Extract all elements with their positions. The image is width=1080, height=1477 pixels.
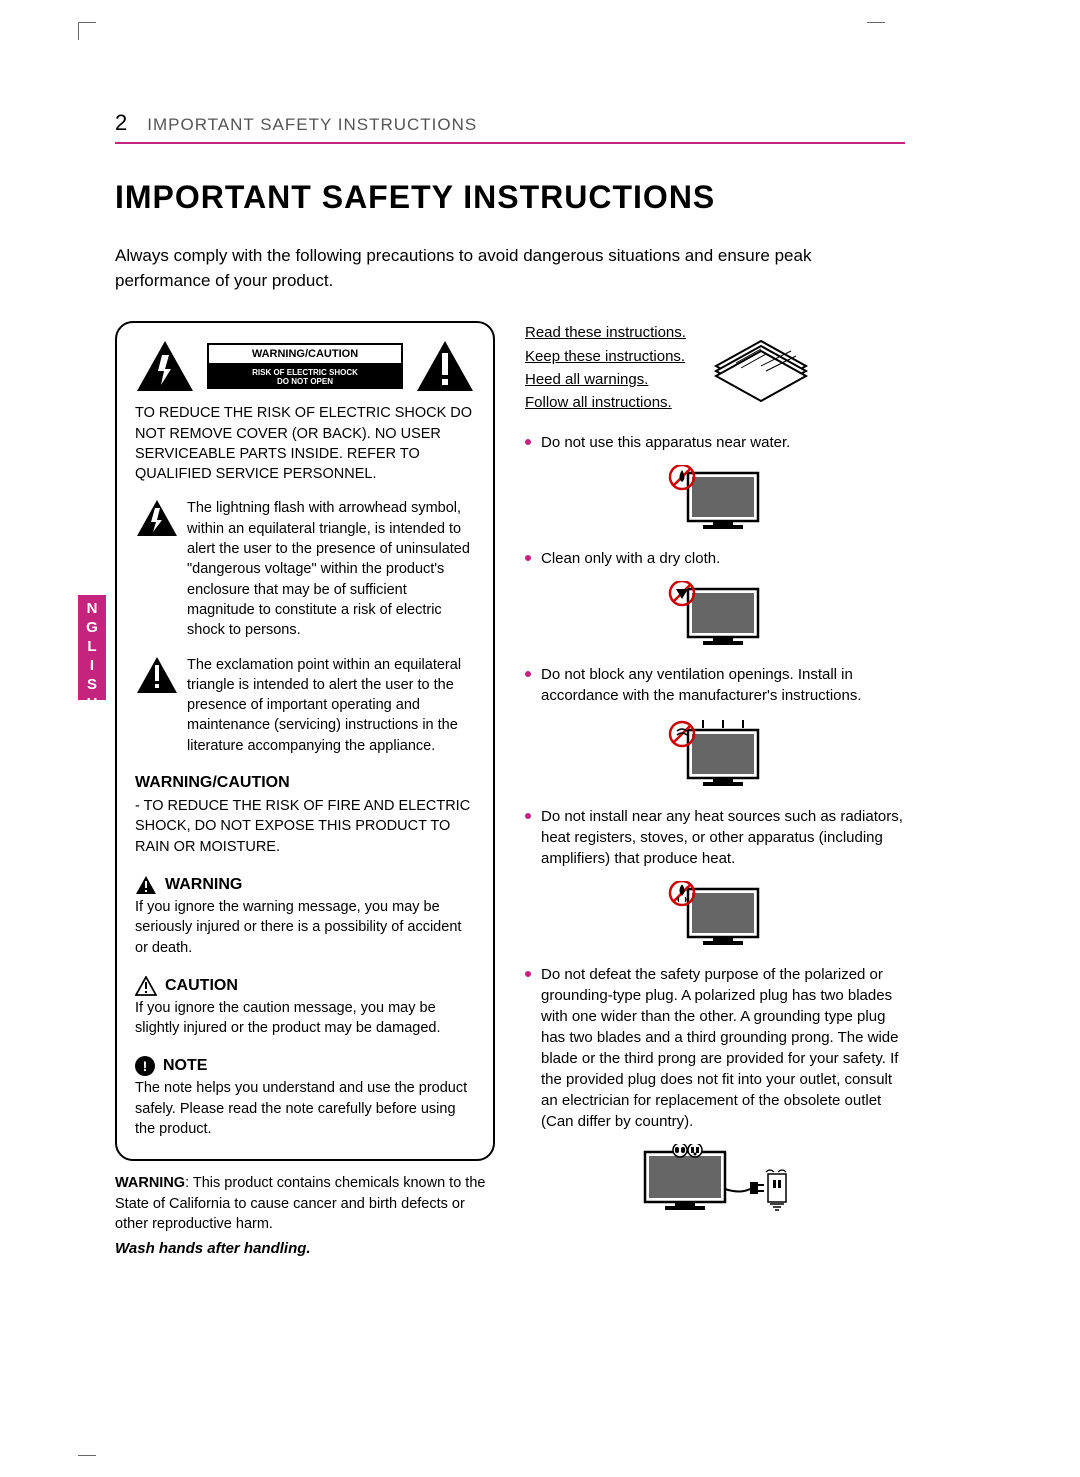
reduce-risk-text: TO REDUCE THE RISK OF ELECTRIC SHOCK DO … [135, 403, 475, 484]
right-column: Read these instructions. Keep these inst… [525, 321, 905, 1257]
bullet-item: Do not install near any heat sources suc… [525, 806, 905, 869]
bullet-text: Do not install near any heat sources suc… [541, 806, 905, 869]
caution-body: If you ignore the caution message, you m… [135, 998, 475, 1039]
lightning-triangle-small-icon [135, 498, 179, 538]
bullet-text: Do not block any ventilation openings. I… [541, 664, 905, 706]
page-content: 2 IMPORTANT SAFETY INSTRUCTIONS IMPORTAN… [115, 110, 905, 1257]
caution-outline-icon [135, 976, 157, 996]
note-body: The note helps you understand and use th… [135, 1078, 475, 1139]
crop-mark [867, 22, 885, 24]
lightning-explain-text: The lightning flash with arrowhead symbo… [187, 498, 475, 640]
exclaim-explain-text: The exclamation point within an equilate… [187, 655, 475, 756]
warning-caution-body: - TO REDUCE THE RISK OF FIRE AND ELECTRI… [135, 796, 475, 857]
page-number: 2 [115, 110, 127, 136]
wash-hands-text: Wash hands after handling. [115, 1240, 495, 1257]
tv-ventilation-icon [525, 718, 905, 798]
exclaim-triangle-small-icon [135, 655, 179, 695]
bullet-dot-icon [525, 671, 531, 677]
note-label: NOTE [163, 1057, 207, 1075]
badge-title: WARNING/CAUTION [207, 343, 403, 365]
warning-caution-badge: WARNING/CAUTION RISK OF ELECTRIC SHOCK D… [207, 343, 403, 389]
bullet-dot-icon [525, 555, 531, 561]
california-warning: WARNING: This product contains chemicals… [115, 1173, 495, 1234]
left-column: WARNING/CAUTION RISK OF ELECTRIC SHOCK D… [115, 321, 495, 1257]
list-item: Heed all warnings. [525, 368, 686, 391]
tv-water-icon [525, 465, 905, 540]
exclaim-triangle-icon [415, 339, 475, 393]
read-instructions-list: Read these instructions. Keep these inst… [525, 321, 686, 414]
bullet-dot-icon [525, 439, 531, 445]
warning-solid-icon [135, 875, 157, 895]
bullet-dot-icon [525, 813, 531, 819]
crop-mark [78, 1455, 96, 1457]
warning-box: WARNING/CAUTION RISK OF ELECTRIC SHOCK D… [115, 321, 495, 1161]
warning-body: If you ignore the warning message, you m… [135, 897, 475, 958]
list-item: Read these instructions. [525, 321, 686, 344]
bullet-item: Clean only with a dry cloth. [525, 548, 905, 569]
tv-heat-icon [525, 881, 905, 956]
note-circle-icon: ! [135, 1056, 155, 1076]
caution-label: CAUTION [165, 977, 238, 995]
bullet-item: Do not defeat the safety purpose of the … [525, 964, 905, 1132]
warning-label: WARNING [165, 876, 242, 894]
warning-caution-heading: WARNING/CAUTION [135, 774, 475, 792]
lightning-triangle-icon [135, 339, 195, 393]
badge-sub: RISK OF ELECTRIC SHOCK DO NOT OPEN [207, 365, 403, 389]
bullet-text: Clean only with a dry cloth. [541, 548, 905, 569]
bullet-text: Do not use this apparatus near water. [541, 432, 905, 453]
bullet-item: Do not block any ventilation openings. I… [525, 664, 905, 706]
bullet-text: Do not defeat the safety purpose of the … [541, 964, 905, 1132]
running-header: 2 IMPORTANT SAFETY INSTRUCTIONS [115, 110, 905, 144]
header-text: IMPORTANT SAFETY INSTRUCTIONS [147, 115, 477, 135]
newspaper-icon [706, 321, 816, 411]
crop-mark [78, 22, 96, 40]
list-item: Follow all instructions. [525, 391, 686, 414]
tv-plug-icon [525, 1144, 905, 1224]
list-item: Keep these instructions. [525, 345, 686, 368]
intro-paragraph: Always comply with the following precaut… [115, 244, 905, 293]
bullet-dot-icon [525, 971, 531, 977]
page-title: IMPORTANT SAFETY INSTRUCTIONS [115, 179, 905, 216]
bullet-item: Do not use this apparatus near water. [525, 432, 905, 453]
language-tab: ENGLISH [78, 595, 106, 700]
tv-cloth-icon [525, 581, 905, 656]
